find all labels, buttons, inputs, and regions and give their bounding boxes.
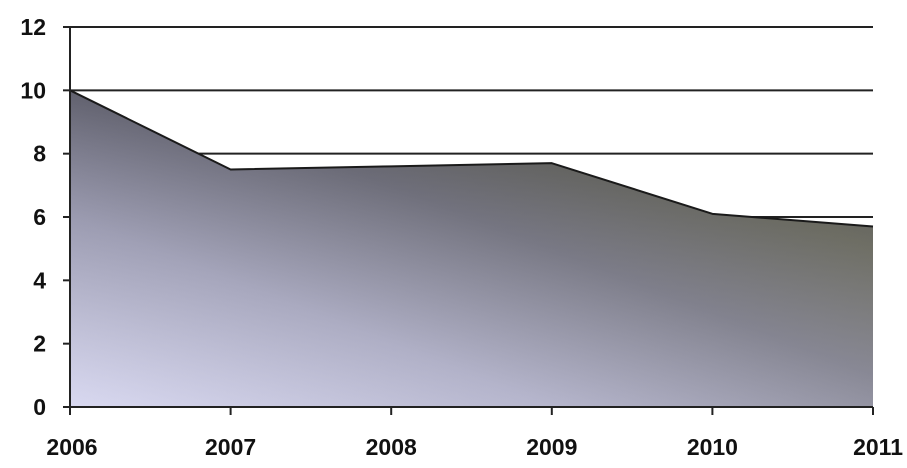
y-tick-labels: 0 2 4 6 8 10 12 xyxy=(20,14,46,420)
x-tick-label-2011: 2011 xyxy=(853,434,903,460)
x-tick-label-2006: 2006 xyxy=(46,434,97,460)
x-tick-label-2010: 2010 xyxy=(687,434,738,460)
x-tick-label-2008: 2008 xyxy=(366,434,417,460)
x-tick-label-2009: 2009 xyxy=(526,434,577,460)
x-tick-label-2007: 2007 xyxy=(205,434,256,460)
y-tick-label-4: 4 xyxy=(33,267,46,293)
area-series-shade xyxy=(70,90,873,407)
x-tick-labels: 2006 2007 2008 2009 2010 2011 xyxy=(46,434,903,460)
y-tick-label-2: 2 xyxy=(33,331,46,357)
y-tick-label-10: 10 xyxy=(20,77,46,103)
area-layer xyxy=(70,90,873,407)
y-tick-label-8: 8 xyxy=(33,141,46,167)
y-tick-label-0: 0 xyxy=(33,394,46,420)
y-tick-label-12: 12 xyxy=(20,14,46,40)
y-tick-label-6: 6 xyxy=(33,204,46,230)
